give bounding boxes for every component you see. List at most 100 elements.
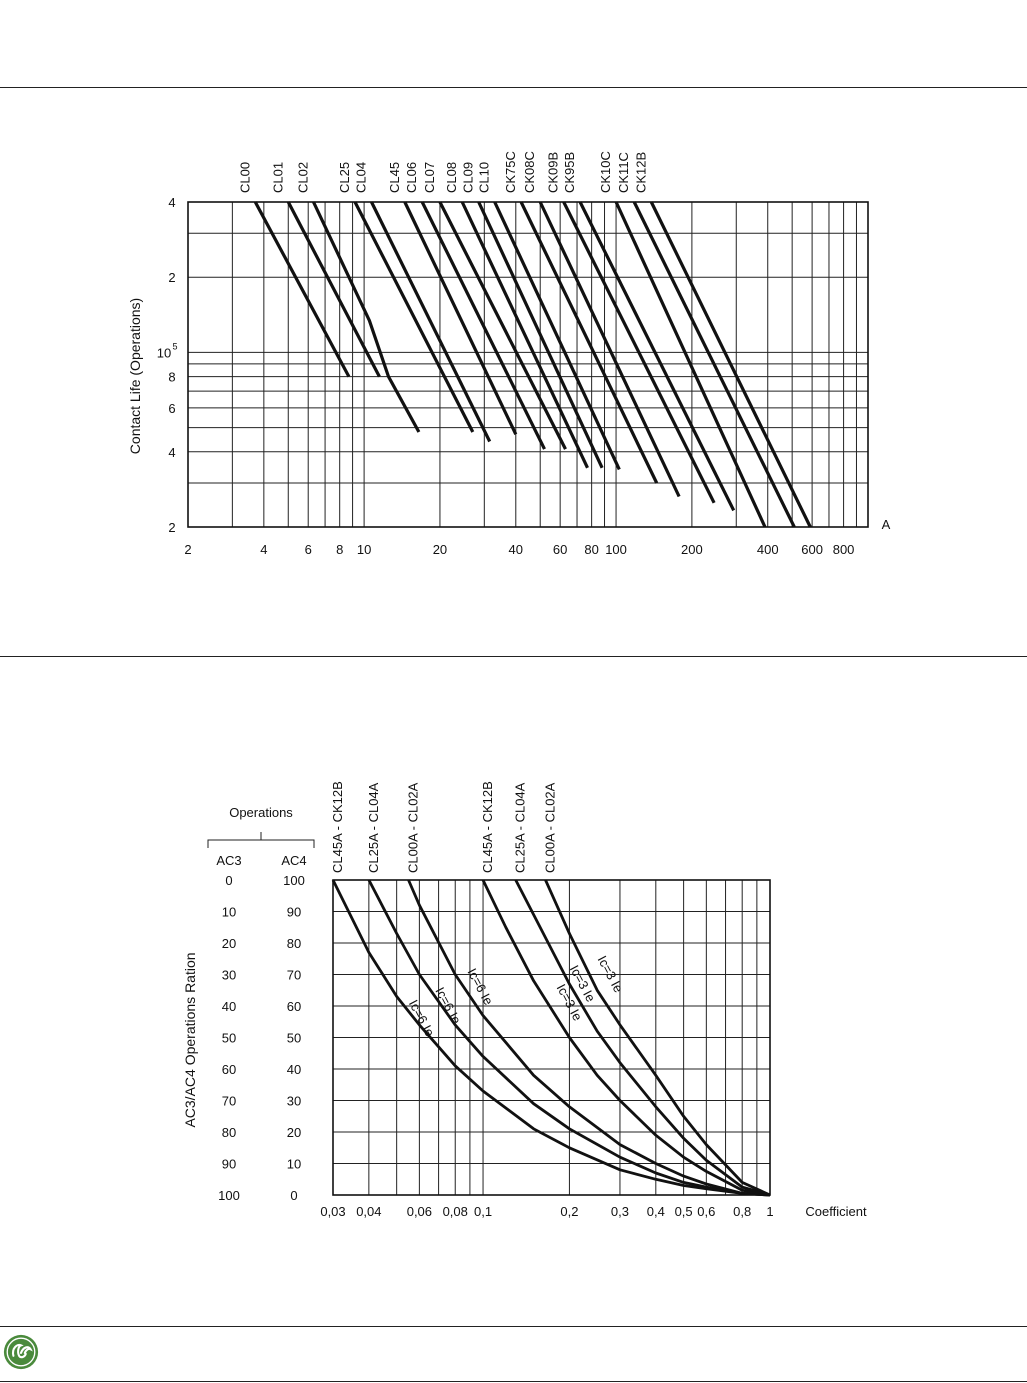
series-line — [632, 201, 796, 528]
series-line — [286, 201, 381, 378]
top-label: CL00A - CL02A — [406, 782, 421, 873]
series-line — [493, 201, 621, 471]
y-tick-label: 2 — [168, 270, 175, 285]
series-label: CL09 — [461, 162, 476, 193]
series-label: CL10 — [477, 162, 492, 193]
ac4-value: 60 — [287, 999, 301, 1014]
y-tick-label: 4 — [168, 195, 175, 210]
x-tick-label: 0,5 — [675, 1204, 693, 1219]
ratio-curve — [544, 879, 771, 1197]
x-tick-label: 1 — [766, 1204, 773, 1219]
series-label: CL06 — [404, 162, 419, 193]
ac4-value: 90 — [287, 905, 301, 920]
footer-divider-top — [0, 1326, 1027, 1327]
ac4-value: 0 — [290, 1188, 297, 1203]
top-label: CL25A - CL04A — [366, 782, 381, 873]
ac3-value: 40 — [222, 999, 236, 1014]
series-line — [519, 201, 659, 484]
x-axis-label: A — [882, 517, 891, 532]
top-divider — [0, 87, 1027, 88]
ratio-curve — [367, 879, 771, 1197]
series-line — [614, 201, 767, 528]
series-label: CL07 — [422, 162, 437, 193]
x-tick-label: 80 — [584, 542, 598, 557]
x-tick-label: 0,3 — [611, 1204, 629, 1219]
x-tick-label: 0,1 — [474, 1204, 492, 1219]
ac4-value: 30 — [287, 1094, 301, 1109]
plot-frame — [187, 201, 869, 528]
ac3-value: 100 — [218, 1188, 240, 1203]
x-tick-label: 0,03 — [320, 1204, 345, 1219]
y-tick-label: 6 — [168, 401, 175, 416]
x-tick-label: 40 — [509, 542, 523, 557]
top-label: CL45A - CK12B — [330, 781, 345, 873]
series-line — [562, 201, 716, 504]
x-tick-label: 600 — [801, 542, 823, 557]
ratio-curve — [514, 879, 771, 1197]
series-label: CK09B — [546, 152, 561, 193]
ge-logo — [3, 1334, 39, 1370]
footer-divider-bottom — [0, 1381, 1027, 1382]
ac4-value: 50 — [287, 1031, 301, 1046]
series-label: CK10C — [598, 151, 613, 193]
y-tick-label: 8 — [168, 370, 175, 385]
x-tick-label: 0,6 — [697, 1204, 715, 1219]
series-label: CL25 — [337, 162, 352, 193]
ac3-value: 80 — [222, 1125, 236, 1140]
ac3-value: 30 — [222, 968, 236, 983]
ac3-ac4-ratio-chart: 0,03 0,04 0,06 0,08 0,1 0,2 0,3 0,4 0,5 0,6 0,8 1 Co… — [182, 781, 867, 1219]
x-tick-label: 20 — [433, 542, 447, 557]
series-label: CK12B — [633, 152, 648, 193]
x-tick-label: 0,08 — [443, 1204, 468, 1219]
ac4-header: AC4 — [281, 853, 306, 868]
top-label: CL45A - CK12B — [480, 781, 495, 873]
ac3-value: 20 — [222, 936, 236, 951]
series-label: CK95B — [562, 152, 577, 193]
series-label: CK08C — [522, 151, 537, 193]
x-tick-label: 200 — [681, 542, 703, 557]
y-tick-label: 4 — [168, 445, 175, 460]
x-tick-label: 0,06 — [407, 1204, 432, 1219]
ac3-value: 50 — [222, 1031, 236, 1046]
x-tick-label: 0,04 — [356, 1204, 381, 1219]
middle-divider — [0, 656, 1027, 657]
series-line — [403, 201, 518, 435]
series-line — [460, 201, 589, 469]
series-label: CL04 — [354, 162, 369, 193]
x-tick-label: 0,2 — [560, 1204, 578, 1219]
series-line — [312, 201, 421, 433]
series-label: CK75C — [503, 151, 518, 193]
x-tick-label: 2 — [184, 542, 191, 557]
series-line — [253, 201, 351, 378]
ac4-value: 10 — [287, 1157, 301, 1172]
y-tick-label: 10 — [157, 345, 171, 360]
x-tick-label: 400 — [757, 542, 779, 557]
ratio-curve — [481, 879, 771, 1197]
x-axis-label: Coefficient — [805, 1204, 867, 1219]
ratio-curve — [407, 879, 771, 1197]
x-tick-label: 100 — [605, 542, 627, 557]
ac3-header: AC3 — [216, 853, 241, 868]
series-line — [477, 201, 604, 469]
top-label: CL25A - CL04A — [513, 782, 528, 873]
x-tick-label: 8 — [336, 542, 343, 557]
x-tick-label: 60 — [553, 542, 567, 557]
plot-frame — [332, 879, 771, 1196]
series-label: CL02 — [296, 162, 311, 193]
curve-label: Ic=6 Ie — [464, 966, 496, 1008]
ratio-curve — [331, 879, 771, 1197]
y-axis-label: AC3/AC4 Operations Ration — [182, 952, 198, 1127]
ac3-value: 10 — [222, 905, 236, 920]
x-tick-label: 0,8 — [733, 1204, 751, 1219]
y-axis-label: Contact Life (Operations) — [127, 298, 143, 454]
ac3-value: 70 — [222, 1094, 236, 1109]
y-tick-label: 2 — [168, 520, 175, 535]
ac3-value: 90 — [222, 1157, 236, 1172]
top-label: CL00A - CL02A — [543, 782, 558, 873]
series-line — [353, 201, 475, 433]
operations-bracket — [207, 832, 315, 848]
series-label: CL45 — [387, 162, 402, 193]
ac4-value: 70 — [287, 968, 301, 983]
ac3-value: 0 — [225, 873, 232, 888]
